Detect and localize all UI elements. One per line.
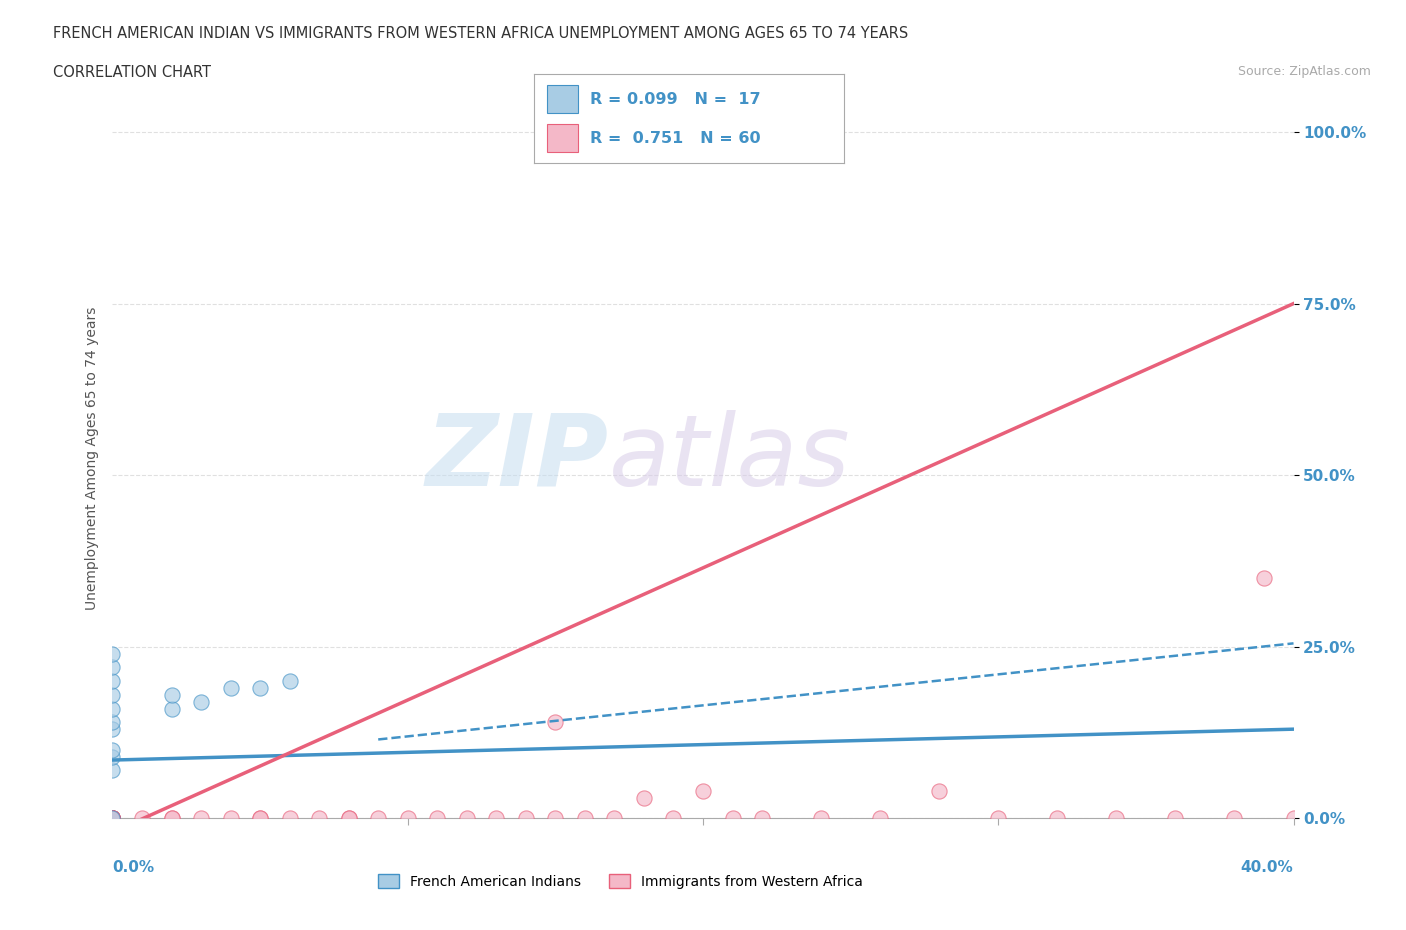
Point xyxy=(1282,811,1305,826)
Point xyxy=(101,811,124,826)
Text: FRENCH AMERICAN INDIAN VS IMMIGRANTS FROM WESTERN AFRICA UNEMPLOYMENT AMONG AGES: FRENCH AMERICAN INDIAN VS IMMIGRANTS FRO… xyxy=(53,26,908,41)
Point xyxy=(101,811,124,826)
FancyBboxPatch shape xyxy=(547,124,578,153)
Point xyxy=(101,811,124,826)
FancyBboxPatch shape xyxy=(547,85,578,113)
Point xyxy=(101,646,124,661)
Text: 0.0%: 0.0% xyxy=(112,860,155,875)
Point xyxy=(810,811,832,826)
Text: R =  0.751   N = 60: R = 0.751 N = 60 xyxy=(591,130,761,145)
Point xyxy=(101,750,124,764)
Y-axis label: Unemployment Among Ages 65 to 74 years: Unemployment Among Ages 65 to 74 years xyxy=(84,306,98,610)
Point xyxy=(101,811,124,826)
Point xyxy=(337,811,360,826)
Text: atlas: atlas xyxy=(609,409,851,507)
Point xyxy=(101,811,124,826)
Point xyxy=(101,811,124,826)
Point xyxy=(101,811,124,826)
Point xyxy=(101,811,124,826)
Point xyxy=(101,811,124,826)
Point xyxy=(101,742,124,757)
Point xyxy=(101,811,124,826)
Point xyxy=(721,811,744,826)
Point xyxy=(101,811,124,826)
Point xyxy=(101,673,124,688)
Point xyxy=(101,811,124,826)
Point xyxy=(633,790,655,805)
Point xyxy=(426,811,449,826)
Point xyxy=(101,811,124,826)
Point xyxy=(692,783,714,798)
Point xyxy=(249,681,271,696)
Point xyxy=(278,673,301,688)
Point xyxy=(101,722,124,737)
Point xyxy=(101,701,124,716)
Point xyxy=(101,811,124,826)
Point xyxy=(249,811,271,826)
Point xyxy=(1223,811,1246,826)
Point xyxy=(101,811,124,826)
Point xyxy=(131,811,153,826)
Point xyxy=(160,811,183,826)
Point xyxy=(101,811,124,826)
Point xyxy=(101,660,124,675)
Point xyxy=(160,701,183,716)
Point xyxy=(101,811,124,826)
Point xyxy=(337,811,360,826)
Text: Source: ZipAtlas.com: Source: ZipAtlas.com xyxy=(1237,65,1371,78)
Text: CORRELATION CHART: CORRELATION CHART xyxy=(53,65,211,80)
Point xyxy=(101,811,124,826)
Point xyxy=(219,811,242,826)
Point xyxy=(101,715,124,730)
Point xyxy=(101,811,124,826)
Point xyxy=(751,811,773,826)
Point xyxy=(987,811,1010,826)
Point xyxy=(485,811,508,826)
Point xyxy=(101,811,124,826)
Point xyxy=(101,811,124,826)
Point xyxy=(456,811,478,826)
Point xyxy=(160,687,183,702)
Point xyxy=(101,763,124,777)
Text: ZIP: ZIP xyxy=(426,409,609,507)
Point xyxy=(1046,811,1069,826)
Text: 40.0%: 40.0% xyxy=(1240,860,1294,875)
Point xyxy=(515,811,537,826)
Point xyxy=(278,811,301,826)
Point xyxy=(869,811,891,826)
Point xyxy=(396,811,419,826)
Legend: French American Indians, Immigrants from Western Africa: French American Indians, Immigrants from… xyxy=(373,869,868,895)
Point xyxy=(1105,811,1128,826)
Point xyxy=(101,687,124,702)
Text: R = 0.099   N =  17: R = 0.099 N = 17 xyxy=(591,92,761,107)
Point xyxy=(101,811,124,826)
Point xyxy=(1164,811,1187,826)
Point xyxy=(219,681,242,696)
Point xyxy=(603,811,626,826)
Point xyxy=(308,811,330,826)
Point xyxy=(249,811,271,826)
Point xyxy=(928,783,950,798)
Point xyxy=(574,811,596,826)
Point xyxy=(101,811,124,826)
Point xyxy=(190,695,212,710)
Point xyxy=(190,811,212,826)
Point xyxy=(160,811,183,826)
Point xyxy=(367,811,389,826)
Point xyxy=(662,811,685,826)
Point xyxy=(544,715,567,730)
Point xyxy=(1253,571,1275,586)
Point xyxy=(544,811,567,826)
Point xyxy=(101,811,124,826)
